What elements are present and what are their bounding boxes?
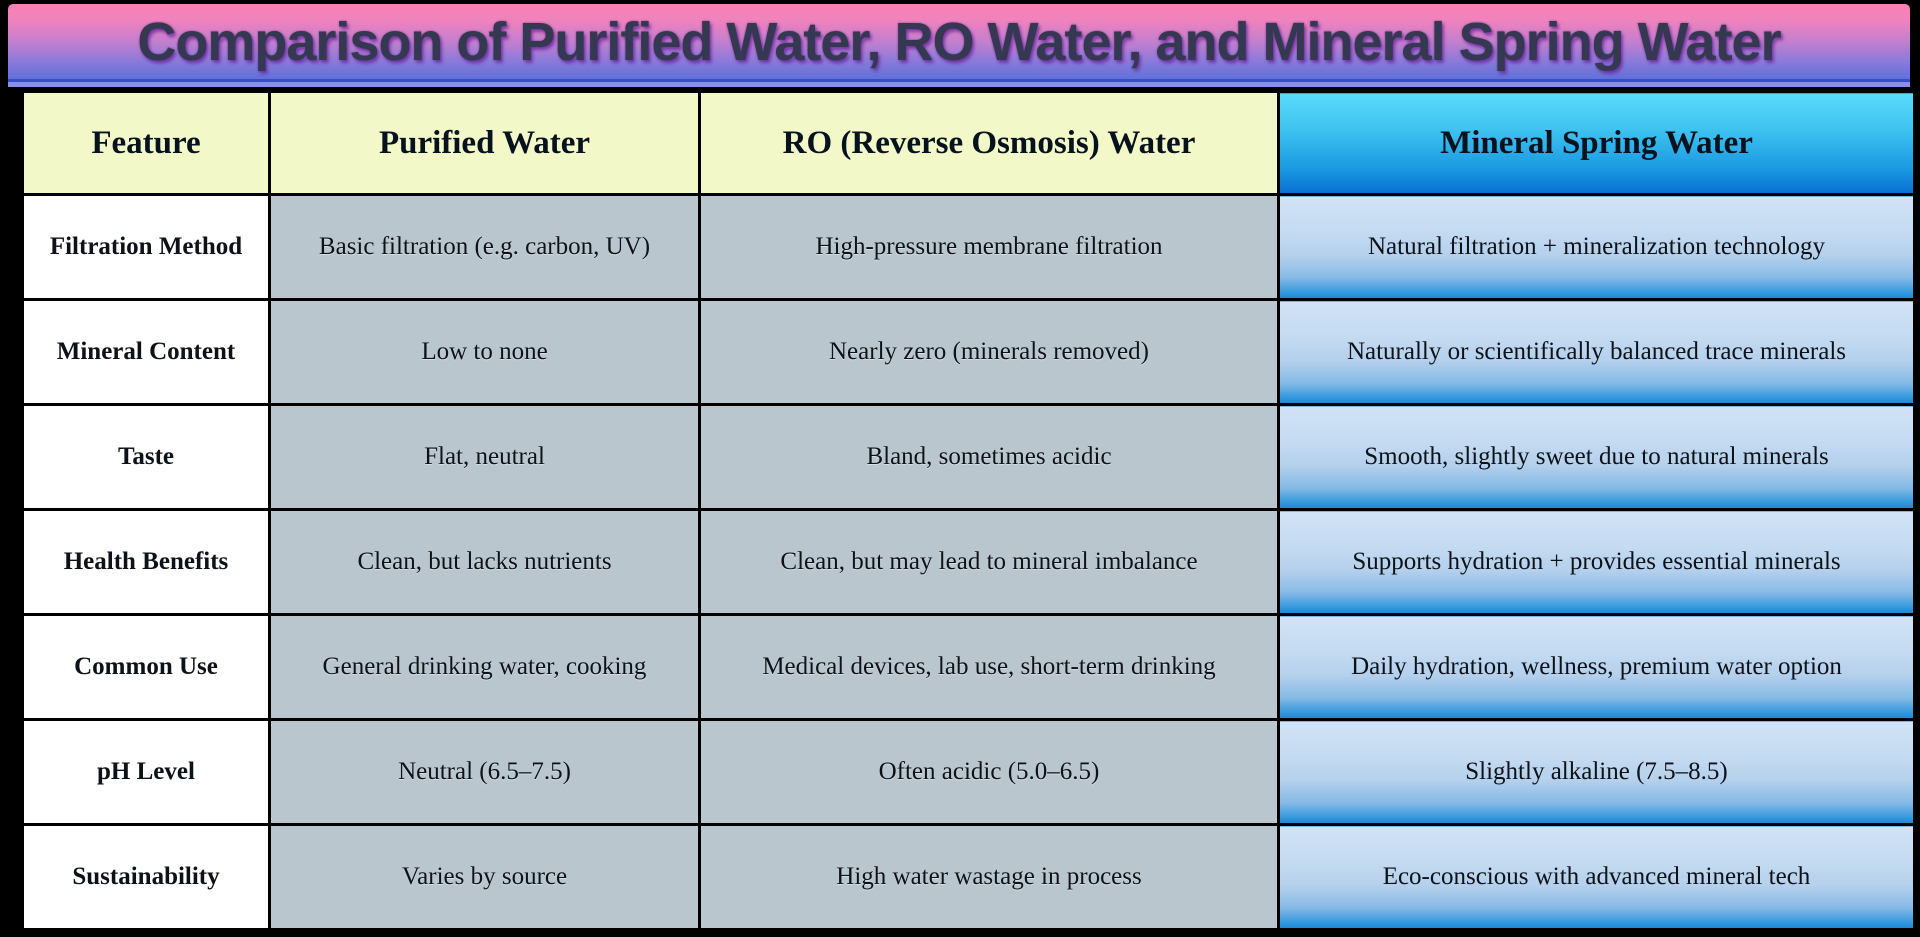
page-title: Comparison of Purified Water, RO Water, … [137,11,1781,72]
header-row: Feature Purified Water RO (Reverse Osmos… [21,90,1916,196]
purified-water-cell: Neutral (6.5–7.5) [268,718,701,826]
purified-water-cell: Low to none [268,298,701,406]
header-mineral-spring-water: Mineral Spring Water [1277,90,1916,196]
comparison-table: Feature Purified Water RO (Reverse Osmos… [21,90,1916,931]
feature-cell: Common Use [21,613,271,721]
feature-cell: Taste [21,403,271,511]
purified-water-cell: Basic filtration (e.g. carbon, UV) [268,193,701,301]
ro-water-cell: Medical devices, lab use, short-term dri… [698,613,1280,721]
feature-cell: Health Benefits [21,508,271,616]
banner-bevel-light-line [8,82,1910,87]
mineral-spring-water-cell: Eco-conscious with advanced mineral tech [1277,823,1916,931]
mineral-spring-water-cell: Natural filtration + mineralization tech… [1277,193,1916,301]
purified-water-cell: Varies by source [268,823,701,931]
ro-water-cell: High-pressure membrane filtration [698,193,1280,301]
banner-bevel-dark-line [8,79,1910,82]
mineral-spring-water-cell: Supports hydration + provides essential … [1277,508,1916,616]
table-row: Health Benefits Clean, but lacks nutrient… [21,508,1916,616]
ro-water-cell: Nearly zero (minerals removed) [698,298,1280,406]
mineral-spring-water-cell: Smooth, slightly sweet due to natural mi… [1277,403,1916,511]
header-purified-water: Purified Water [268,90,701,196]
header-ro-water: RO (Reverse Osmosis) Water [698,90,1280,196]
mineral-spring-water-cell: Naturally or scientifically balanced tra… [1277,298,1916,406]
mineral-spring-water-cell: Slightly alkaline (7.5–8.5) [1277,718,1916,826]
table-row: Filtration Method Basic filtration (e.g. … [21,193,1916,301]
feature-cell: Sustainability [21,823,271,931]
table-row: Common Use General drinking water, cookin… [21,613,1916,721]
ro-water-cell: Clean, but may lead to mineral imbalance [698,508,1280,616]
header-feature: Feature [21,90,271,196]
feature-cell: pH Level [21,718,271,826]
mineral-spring-water-cell: Daily hydration, wellness, premium water… [1277,613,1916,721]
purified-water-cell: Flat, neutral [268,403,701,511]
purified-water-cell: General drinking water, cooking [268,613,701,721]
table-row: Taste Flat, neutral Bland, sometimes acidi… [21,403,1916,511]
table-row: Sustainability Varies by source High water… [21,823,1916,931]
table-row: pH Level Neutral (6.5–7.5) Often acidic (5… [21,718,1916,826]
feature-cell: Filtration Method [21,193,271,301]
title-banner: Comparison of Purified Water, RO Water, … [8,4,1910,79]
ro-water-cell: Bland, sometimes acidic [698,403,1280,511]
purified-water-cell: Clean, but lacks nutrients [268,508,701,616]
feature-cell: Mineral Content [21,298,271,406]
ro-water-cell: Often acidic (5.0–6.5) [698,718,1280,826]
table-body: Filtration Method Basic filtration (e.g. … [21,193,1916,931]
table-row: Mineral Content Low to none Nearly zero (m… [21,298,1916,406]
ro-water-cell: High water wastage in process [698,823,1280,931]
